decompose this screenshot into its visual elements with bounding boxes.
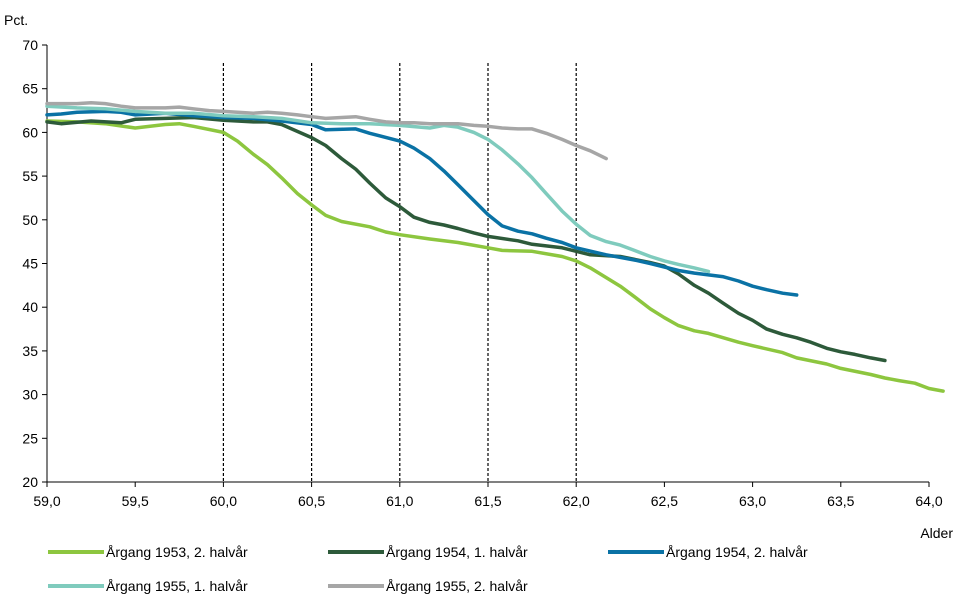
x-tick-label: 61,5 (474, 493, 501, 509)
y-tick-label: 40 (22, 299, 38, 315)
y-tick-label: 25 (22, 430, 38, 446)
y-tick-label: 45 (22, 256, 38, 272)
y-tick-label: 65 (22, 81, 38, 97)
y-tick-label: 70 (22, 37, 38, 53)
legend: Årgang 1953, 2. halvår Årgang 1954, 1. ha… (48, 544, 808, 594)
x-tick-label: 62,5 (651, 493, 678, 509)
series-line-1 (45, 115, 887, 363)
legend-label-3: Årgang 1955, 1. halvår (106, 578, 248, 594)
x-tick-label: 62,0 (563, 493, 590, 509)
y-axis-title: Pct. (4, 12, 28, 28)
legend-label-0: Årgang 1953, 2. halvår (106, 544, 248, 560)
series-line-2 (45, 109, 799, 297)
series-line-4 (45, 100, 608, 161)
x-tick-label: 59,0 (33, 493, 60, 509)
series-line-3 (45, 104, 711, 274)
y-tick-label: 35 (22, 343, 38, 359)
y-tick-label: 50 (22, 212, 38, 228)
y-tick-label: 60 (22, 124, 38, 140)
x-tick-label: 60,0 (210, 493, 237, 509)
x-tick-label: 63,5 (827, 493, 854, 509)
legend-label-1: Årgang 1954, 1. halvår (386, 544, 528, 560)
x-tick-label: 63,0 (739, 493, 766, 509)
series-lines (45, 100, 945, 393)
y-tick-label: 30 (22, 387, 38, 403)
x-tick-label: 59,5 (122, 493, 149, 509)
y-axis-ticks: 20 25 30 35 40 45 50 55 60 65 70 (22, 37, 47, 490)
legend-label-4: Årgang 1955, 2. halvår (386, 578, 528, 594)
series-line-0 (45, 119, 945, 393)
y-tick-label: 20 (22, 474, 38, 490)
x-tick-label: 61,0 (386, 493, 413, 509)
x-tick-label: 64,0 (915, 493, 942, 509)
legend-label-2: Årgang 1954, 2. halvår (666, 544, 808, 560)
x-axis-ticks: 59,0 59,5 60,0 60,5 61,0 61,5 62,0 62,5 63,0 63,5… (33, 482, 943, 509)
x-tick-label: 60,5 (298, 493, 325, 509)
y-tick-label: 55 (22, 168, 38, 184)
x-axis-title: Alder (920, 525, 953, 541)
